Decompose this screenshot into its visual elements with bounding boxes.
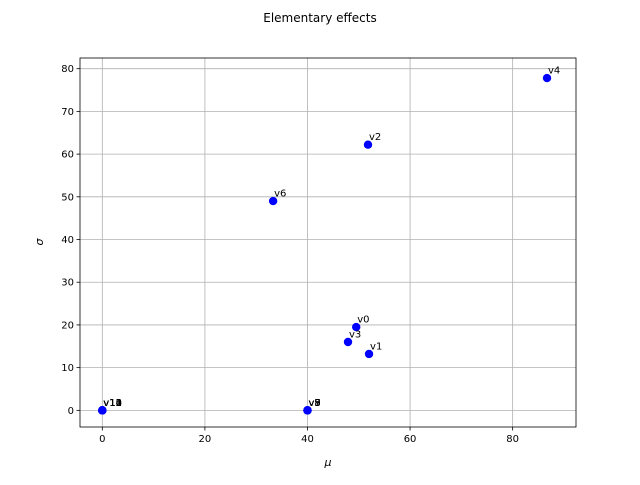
y-axis-label: σ — [33, 237, 46, 245]
x-tick-label: 60 — [404, 434, 417, 445]
data-point — [98, 406, 107, 415]
chart-title: Elementary effects — [263, 11, 376, 25]
y-axis-ticks: 0 10 20 30 40 50 60 70 80 — [61, 64, 80, 417]
x-tick-label: 40 — [301, 434, 314, 445]
grid-lines — [80, 58, 576, 427]
x-tick-label: 80 — [506, 434, 519, 445]
data-point — [303, 406, 312, 415]
data-point-label: v9 — [308, 398, 320, 409]
y-tick-label: 40 — [61, 235, 74, 246]
y-tick-label: 60 — [61, 150, 74, 161]
data-point-label: v5 — [308, 398, 320, 409]
data-point-label: v2 — [369, 132, 381, 143]
data-point-label: v12 — [103, 398, 122, 409]
data-point-label: v13 — [103, 398, 122, 409]
data-point-label: v3 — [349, 330, 361, 341]
x-axis-label: μ — [324, 456, 332, 469]
y-tick-label: 80 — [61, 64, 74, 75]
x-tick-label: 0 — [99, 434, 105, 445]
data-point — [352, 322, 361, 332]
data-point-label: v14 — [103, 398, 122, 409]
data-point — [363, 140, 373, 149]
plot-frame — [79, 57, 577, 428]
data-point-label: v4 — [548, 66, 560, 77]
y-tick-label: 0 — [68, 406, 74, 417]
y-tick-label: 10 — [61, 363, 74, 374]
y-tick-label: 70 — [61, 107, 74, 118]
y-tick-label: 50 — [61, 192, 74, 203]
y-tick-label: 20 — [61, 320, 74, 331]
x-tick-label: 20 — [199, 434, 212, 445]
data-point — [268, 196, 278, 206]
data-point-label: v1 — [370, 341, 382, 352]
y-tick-label: 30 — [61, 278, 74, 289]
data-point-label: v0 — [357, 315, 369, 326]
data-point-label: v6 — [274, 189, 286, 200]
data-points — [98, 73, 552, 415]
data-point-label: v11 — [103, 398, 122, 409]
data-point-label: v8 — [308, 398, 320, 409]
data-point — [364, 349, 374, 359]
data-point-label: v7 — [308, 398, 320, 409]
data-point-label: v10 — [103, 398, 122, 409]
data-point — [542, 73, 552, 83]
x-axis-ticks: 0 20 40 60 80 — [99, 427, 519, 445]
data-point — [343, 337, 353, 347]
